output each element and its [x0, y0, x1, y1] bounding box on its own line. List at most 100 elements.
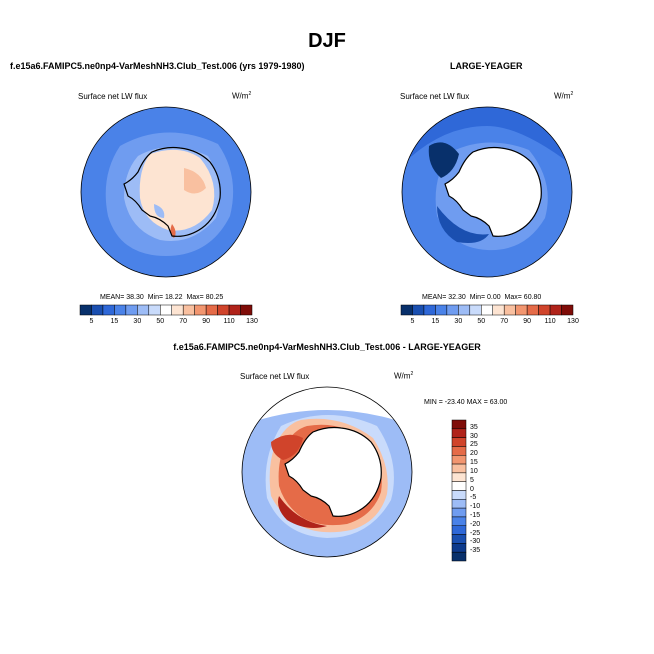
colorbar-tick-label: 20: [470, 450, 478, 458]
colorbar-swatch: [451, 419, 467, 430]
colorbar-swatch: [125, 304, 138, 316]
diff-units: W/m2: [394, 371, 414, 381]
colorbar-swatch: [148, 304, 161, 316]
colorbar-tick-label: 0: [470, 485, 474, 493]
colorbar-tick-label: -20: [470, 520, 481, 528]
colorbar-swatch: [503, 304, 516, 316]
colorbar-tick-label: 5: [410, 318, 415, 325]
colorbar-swatch: [451, 472, 467, 482]
model-coastline: [123, 146, 221, 237]
colorbar-swatch: [451, 490, 467, 500]
colorbar-swatch: [451, 446, 467, 456]
obs-units: W/m2: [554, 91, 574, 101]
colorbar-tick-label: -15: [470, 511, 481, 519]
obs-panel-title: LARGE-YEAGER: [450, 61, 523, 71]
model-units: W/m2: [232, 91, 252, 101]
colorbar-swatch: [561, 304, 574, 316]
colorbar-swatch: [451, 543, 467, 553]
colorbar-swatch: [423, 304, 436, 316]
colorbar-swatch: [194, 304, 207, 316]
diff-panel-title: f.e15a6.FAMIPC5.ne0np4-VarMeshNH3.Club_T…: [173, 342, 481, 352]
diff-minmax: MIN = -23.40 MAX = 63.00: [424, 399, 508, 406]
colorbar-swatch: [451, 507, 467, 518]
colorbar-swatch: [160, 304, 172, 316]
colorbar-swatch: [205, 304, 218, 316]
colorbar-swatch: [240, 304, 253, 316]
colorbar-swatch: [451, 525, 467, 535]
colorbar-tick-label: -10: [470, 503, 481, 511]
colorbar-swatch: [451, 499, 467, 509]
colorbar-tick-label: -25: [470, 529, 481, 537]
colorbar-tick-label: 15: [110, 318, 119, 325]
colorbar-swatch: [91, 304, 104, 316]
colorbar-swatch: [492, 304, 505, 316]
colorbar-swatch: [400, 304, 413, 316]
colorbar-tick-label: 90: [202, 318, 211, 325]
colorbar-swatch: [549, 304, 562, 316]
colorbar-tick-label: 70: [179, 318, 188, 325]
colorbar-tick-label: 30: [454, 318, 463, 325]
colorbar-tick-label: 15: [470, 459, 478, 467]
colorbar-tick-label: 30: [133, 318, 142, 325]
colorbar-tick-label: 25: [470, 441, 478, 449]
obs-variable-label: Surface net LW flux: [400, 92, 470, 101]
colorbar-swatch: [228, 304, 241, 316]
colorbar-swatch: [446, 304, 459, 316]
model-stats: MEAN= 38.30 Min= 18.22 Max= 80.25: [100, 294, 224, 301]
model-polar-map: [80, 106, 252, 278]
colorbar-tick-label: 30: [470, 432, 478, 440]
diff-coastline: [284, 426, 382, 517]
colorbar-tick-label: 110: [223, 318, 235, 325]
colorbar-tick-label: 130: [567, 318, 579, 325]
colorbar-tick-label: 110: [544, 318, 556, 325]
colorbar-swatch: [481, 304, 493, 316]
obs-polar-map: [401, 106, 573, 278]
colorbar-swatch: [182, 304, 195, 316]
colorbar-swatch: [451, 437, 467, 447]
diff-colorbar: [451, 419, 467, 562]
colorbar-swatch: [451, 455, 467, 465]
colorbar-swatch: [412, 304, 425, 316]
colorbar-tick-label: -5: [470, 494, 477, 502]
colorbar-swatch: [451, 534, 467, 544]
colorbar-swatch: [469, 304, 482, 316]
colorbar-swatch: [451, 428, 467, 438]
colorbar-swatch: [102, 304, 115, 316]
colorbar-tick-label: 50: [477, 318, 486, 325]
model-panel-title: f.e15a6.FAMIPC5.ne0np4-VarMeshNH3.Club_T…: [10, 61, 305, 71]
colorbar-tick-label: 70: [500, 318, 509, 325]
colorbar-swatch: [526, 304, 539, 316]
colorbar-tick-label: 5: [89, 318, 94, 325]
model-colorbar: [79, 304, 253, 316]
colorbar-swatch: [114, 304, 127, 316]
season-title: DJF: [308, 30, 346, 52]
colorbar-tick-label: 15: [431, 318, 440, 325]
colorbar-swatch: [451, 463, 467, 474]
colorbar-tick-label: 35: [470, 423, 478, 431]
colorbar-swatch: [137, 304, 150, 316]
colorbar-swatch: [538, 304, 551, 316]
diff-colorbar-labels: 35 30 25 20 15 10 5 0 -5 -10 -15 -20 -25 -30 -35: [470, 420, 500, 561]
colorbar-tick-label: 50: [156, 318, 165, 325]
colorbar-tick-label: 130: [246, 318, 258, 325]
colorbar-swatch: [217, 304, 230, 316]
colorbar-swatch: [451, 551, 467, 562]
diff-variable-label: Surface net LW flux: [240, 372, 310, 381]
colorbar-swatch: [435, 304, 448, 316]
colorbar-tick-label: -30: [470, 538, 481, 546]
obs-coastline: [444, 146, 542, 237]
obs-colorbar-labels: 5 15 30 50 70 90 110 130: [401, 318, 579, 328]
model-variable-label: Surface net LW flux: [78, 92, 148, 101]
colorbar-tick-label: 90: [523, 318, 532, 325]
colorbar-tick-label: 5: [470, 476, 474, 484]
diff-polar-map: [241, 386, 413, 558]
obs-colorbar: [400, 304, 574, 316]
colorbar-swatch: [458, 304, 471, 316]
obs-stats: MEAN= 32.30 Min= 0.00 Max= 60.80: [422, 294, 542, 301]
colorbar-tick-label: -35: [470, 547, 481, 555]
colorbar-tick-label: 10: [470, 467, 478, 475]
colorbar-swatch: [515, 304, 528, 316]
colorbar-swatch: [79, 304, 92, 316]
colorbar-swatch: [171, 304, 184, 316]
colorbar-swatch: [451, 516, 467, 526]
